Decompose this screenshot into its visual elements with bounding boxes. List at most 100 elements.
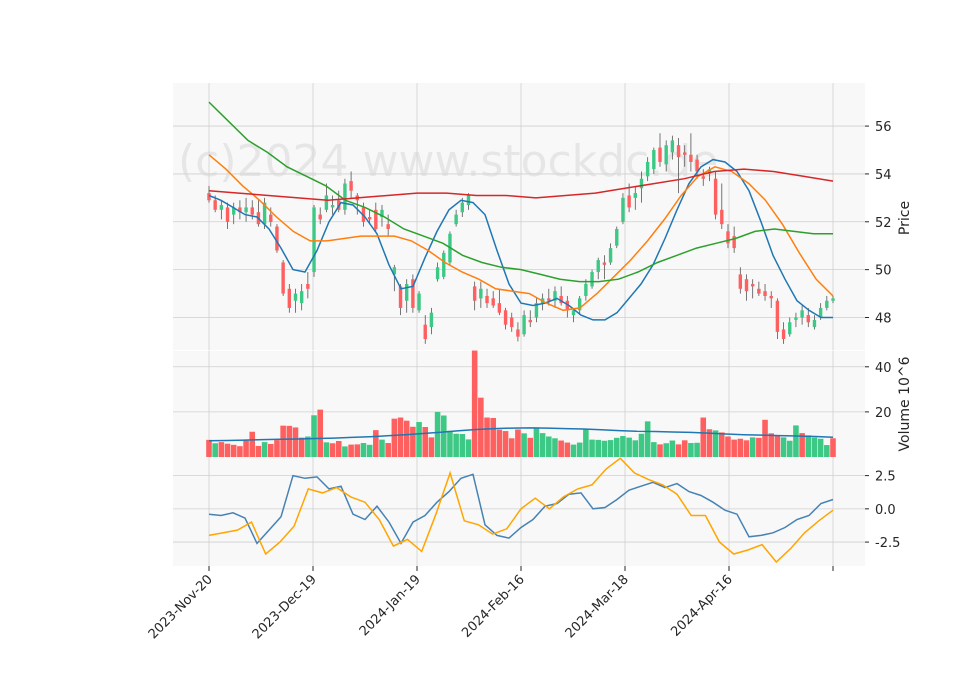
price-marks: [207, 101, 835, 344]
volume-bar: [830, 438, 836, 457]
candle-body: [695, 159, 699, 172]
candle-body: [472, 286, 477, 301]
watermark-text: (c)2024 www.stockdc.de: [178, 136, 718, 187]
x-tick-label: 2024-Jan-19: [357, 572, 424, 639]
candle-body: [417, 293, 421, 311]
volume-y-tick-label: 40: [875, 361, 892, 376]
candle-body: [343, 183, 347, 210]
volume-bar: [508, 438, 515, 457]
price-y-tick-label: 54: [875, 168, 892, 183]
candle-body: [306, 284, 310, 289]
volume-bar: [385, 443, 391, 457]
x-tick-label: 2023-Dec-19: [250, 572, 320, 642]
candle-body: [645, 161, 650, 177]
candle-body: [757, 288, 761, 294]
candle-body: [485, 295, 489, 304]
volume-bar: [651, 442, 657, 457]
volume-bar: [465, 439, 472, 457]
volume-bar: [589, 439, 595, 457]
volume-bar: [533, 427, 540, 457]
macd-marks: [208, 457, 834, 564]
volume-bar: [391, 418, 398, 457]
volume-bar: [515, 429, 521, 457]
macd-y-tick-label: -2.5: [875, 536, 900, 551]
volume-bar: [305, 436, 311, 457]
candle-body: [689, 154, 693, 162]
volume-bar: [237, 446, 243, 457]
candle-body: [207, 193, 211, 201]
candle-body: [398, 286, 403, 308]
volume-bar: [793, 425, 799, 457]
volume-bar: [230, 444, 237, 457]
volume-bar: [620, 436, 626, 457]
candle-body: [293, 293, 298, 301]
candle-body: [738, 274, 743, 289]
volume-bar: [731, 439, 737, 457]
candle-body: [503, 310, 508, 325]
volume-axis-label-text: Volume 10^6: [897, 356, 913, 451]
candle-body: [460, 202, 465, 213]
candle-body: [429, 312, 434, 328]
candle-body: [670, 140, 675, 153]
candle-body: [392, 267, 397, 275]
volume-bar: [756, 437, 762, 457]
price-y-tick-label: 48: [875, 312, 892, 327]
candle-body: [627, 195, 631, 208]
volume-bar: [688, 443, 694, 457]
candle-body: [707, 169, 712, 174]
volume-bar: [786, 440, 793, 457]
volume-bar: [261, 442, 268, 457]
candle-body: [479, 288, 483, 299]
candle-body: [318, 214, 322, 220]
volume-bar: [712, 430, 719, 457]
volume-bar: [558, 440, 564, 457]
candle-body: [287, 288, 292, 308]
volume-bar: [317, 409, 323, 457]
price-panel: (c)2024 www.stockdc.de 48 50 52 54 56 Price: [173, 83, 913, 352]
volume-bar: [410, 426, 416, 457]
candle-body: [652, 150, 656, 170]
volume-bar: [546, 436, 552, 457]
candle-body: [590, 272, 594, 287]
price-y-tick-label: 50: [875, 264, 892, 279]
volume-bar: [811, 437, 818, 457]
volume-bar: [632, 440, 639, 457]
volume-bar: [799, 433, 805, 457]
ema_long-line: [208, 101, 833, 283]
signal-line: [208, 457, 834, 564]
candle-body: [596, 260, 600, 273]
volume-bar: [403, 420, 410, 457]
candle-body: [312, 207, 316, 273]
candle-body: [602, 262, 607, 265]
candle-body: [232, 207, 236, 215]
candle-body: [664, 145, 668, 165]
volume-bar: [657, 444, 663, 457]
candle-body: [386, 224, 390, 229]
volume-bar: [570, 444, 577, 457]
candle-body: [380, 209, 384, 217]
candle-body: [528, 319, 532, 323]
candle-body: [812, 319, 817, 328]
volume-bar: [706, 429, 713, 457]
candle-body: [750, 284, 755, 287]
macd-y-tick-label: 2.5: [875, 470, 896, 485]
candle-body: [683, 152, 687, 155]
candle-body: [781, 329, 786, 340]
candle-body: [262, 202, 267, 225]
volume-bar: [397, 417, 404, 457]
candle-body: [349, 181, 353, 191]
x-axis: 2023-Nov-20 2023-Dec-19 2024-Jan-19 2024-Fe…: [146, 566, 834, 642]
volume-bar: [354, 444, 361, 457]
volume-bar: [366, 444, 373, 457]
x-tick-label: 2024-Mar-18: [563, 572, 632, 641]
volume-bar: [298, 437, 305, 457]
ema_short-line: [208, 158, 833, 321]
volume-bar: [416, 422, 422, 457]
volume-bar: [694, 442, 700, 457]
volume-bar: [700, 417, 707, 457]
candle-body: [250, 207, 254, 215]
volume-bar: [644, 421, 651, 457]
